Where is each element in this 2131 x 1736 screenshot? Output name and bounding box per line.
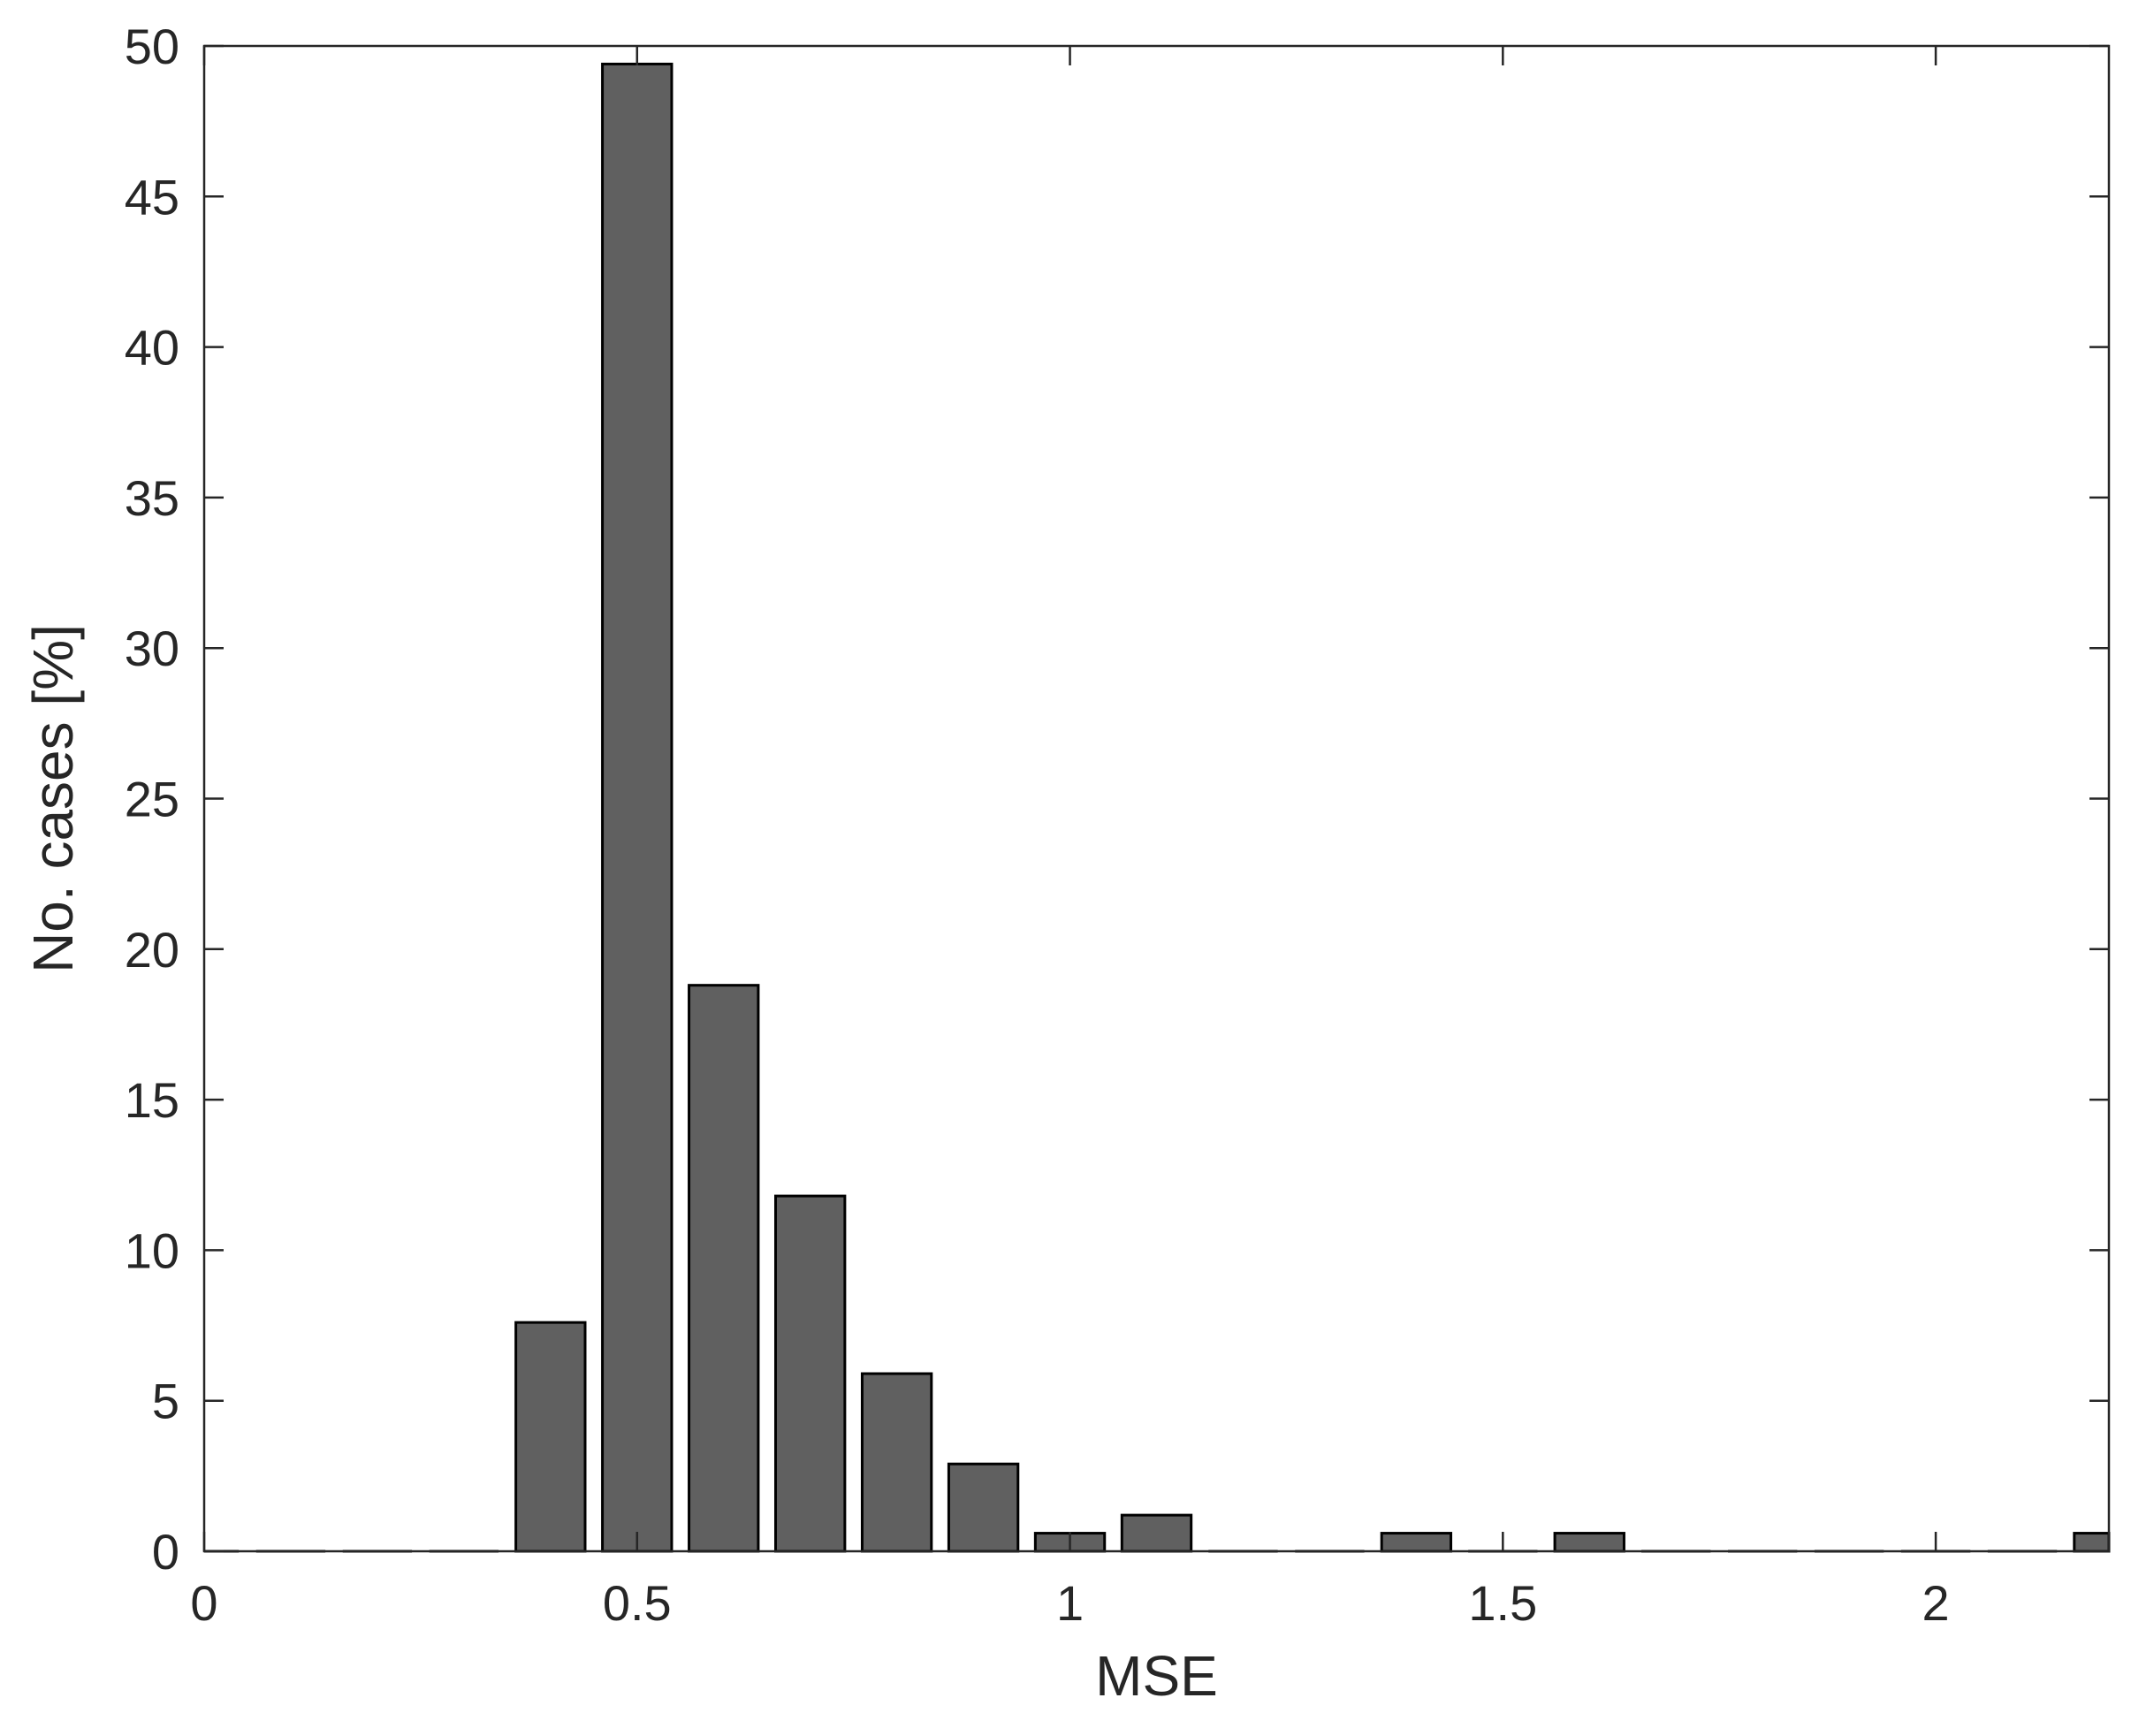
x-tick-label: 2 [1922,1575,1950,1631]
y-axis-title: No. cases [%] [21,624,85,973]
histogram-bar [1553,1532,1625,1553]
histogram-bar [514,1321,587,1553]
y-tick-label: 10 [125,1222,179,1278]
histogram-bar [688,984,760,1553]
y-tick-label: 5 [152,1374,179,1429]
histogram-bar [601,62,674,1553]
histogram-bar [774,1194,847,1553]
histogram-bar [1120,1513,1193,1553]
histogram-bar [1380,1532,1453,1553]
y-tick-label: 45 [125,169,179,225]
y-tick-label: 15 [125,1072,179,1128]
y-tick-label: 35 [125,470,179,526]
x-axis-title: MSE [1095,1644,1218,1708]
x-tick-label: 0.5 [603,1575,672,1631]
y-tick-label: 40 [125,320,179,376]
y-tick-label: 50 [125,19,179,74]
y-tick-label: 30 [125,621,179,676]
y-tick-label: 25 [125,772,179,827]
axes-box [202,44,2111,1553]
y-tick-label: 20 [125,922,179,978]
x-tick-label: 0 [190,1575,217,1631]
histogram-bar [860,1372,933,1553]
x-tick-label: 1.5 [1468,1575,1537,1631]
histogram-bar [2073,1532,2111,1553]
histogram-bar [947,1462,1020,1553]
x-tick-label: 1 [1056,1575,1084,1631]
y-tick-label: 0 [152,1524,179,1580]
